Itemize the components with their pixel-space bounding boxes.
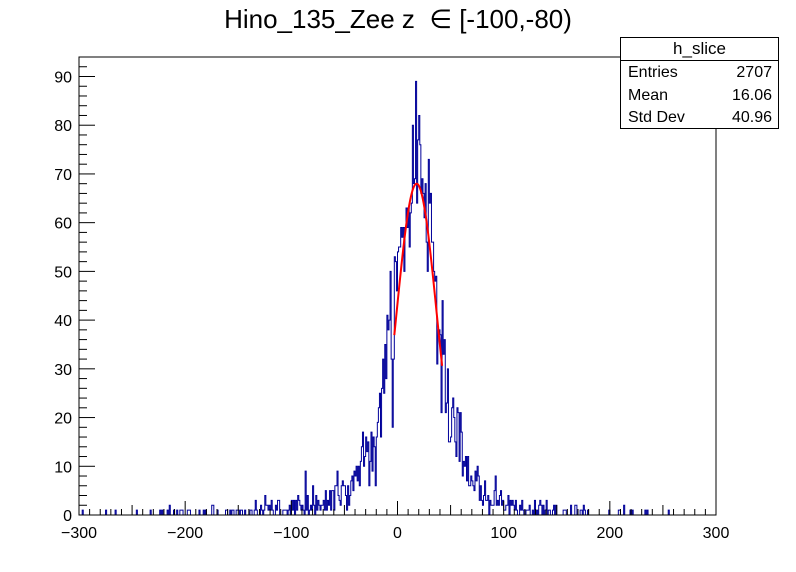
x-tick-label: −200	[167, 525, 203, 542]
stats-row-entries: Entries 2707	[621, 61, 778, 84]
y-tick-label: 80	[54, 118, 72, 135]
x-tick-label: 200	[596, 525, 623, 542]
y-tick-label: 30	[54, 362, 72, 379]
x-axis: −300 −200 −100 0 100 200 300	[61, 501, 729, 542]
stats-value: 2707	[736, 64, 772, 81]
y-tick-label: 70	[54, 167, 72, 184]
chart-title: Hino_135_Zee z ∈ [-100,-80)	[224, 4, 572, 34]
stats-box: h_slice Entries 2707 Mean 16.06 Std Dev …	[620, 37, 779, 129]
y-tick-label: 90	[54, 69, 72, 86]
x-tick-label: −300	[61, 525, 97, 542]
y-tick-label: 10	[54, 459, 72, 476]
x-tick-label: 100	[490, 525, 517, 542]
x-tick-label: −100	[273, 525, 309, 542]
x-tick-label: 300	[703, 525, 730, 542]
y-axis: 0 10 20 30 40 50 60 70 80 90	[54, 56, 95, 525]
y-tick-label: 50	[54, 264, 72, 281]
stats-row-mean: Mean 16.06	[621, 84, 778, 107]
stats-value: 16.06	[731, 86, 772, 104]
stats-row-stddev: Std Dev 40.96	[621, 106, 778, 129]
gaussian-fit-curve	[393, 182, 444, 366]
y-tick-label: 20	[54, 411, 72, 428]
stats-label: Entries	[628, 64, 678, 81]
stats-box-title: h_slice	[621, 38, 778, 61]
stats-value: 40.96	[731, 109, 772, 126]
y-tick-label: 40	[54, 313, 72, 330]
stats-label: Std Dev	[628, 109, 685, 126]
y-tick-label: 60	[54, 216, 72, 233]
x-tick-label: 0	[393, 525, 402, 542]
stats-label: Mean	[628, 86, 669, 104]
y-tick-label: 0	[63, 508, 72, 525]
